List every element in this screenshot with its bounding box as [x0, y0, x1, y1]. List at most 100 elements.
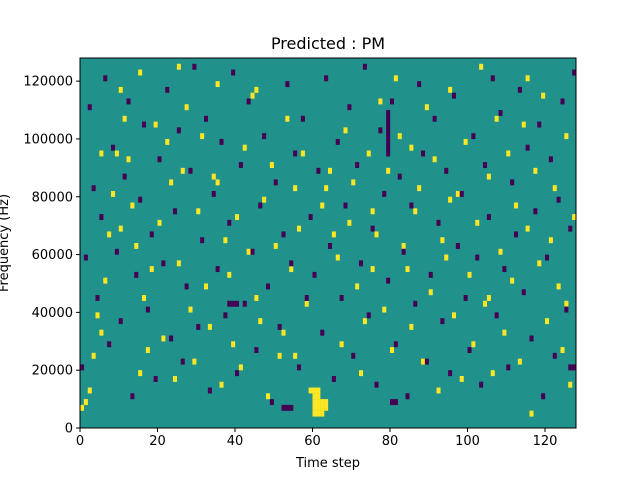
heatmap-cell-high [556, 283, 561, 290]
heatmap-cell-low [502, 266, 507, 273]
heatmap-cell-high [324, 399, 329, 406]
heatmap-cell-low [393, 341, 398, 348]
heatmap-cell-low [386, 121, 391, 128]
heatmap-cell-low [417, 81, 422, 88]
x-tick-label: 20 [149, 434, 166, 449]
heatmap-cell-low [386, 277, 391, 284]
heatmap-cell-high [173, 375, 178, 382]
heatmap-cell-low [355, 162, 360, 168]
heatmap-cell-low [281, 231, 286, 238]
heatmap-cell-high [142, 295, 147, 301]
heatmap-cell-high [564, 300, 569, 307]
heatmap-cell-high [83, 399, 88, 406]
heatmap-cell-high [200, 133, 205, 140]
heatmap-cell-low [514, 231, 519, 238]
heatmap-cell-high [80, 404, 85, 411]
heatmap-cell-high [312, 404, 317, 411]
heatmap-cell-low [351, 352, 356, 359]
plot-frame [79, 57, 577, 429]
heatmap-cell-high [176, 260, 181, 267]
heatmap-cell-high [215, 179, 220, 186]
heatmap-cell-low [324, 75, 329, 82]
heatmap-cell-high [103, 277, 108, 284]
y-axis: 0 20000 40000 60000 80000 100000 120000 [23, 75, 80, 437]
heatmap-cell-low [386, 150, 391, 157]
heatmap-cell-high [471, 341, 476, 348]
heatmap-cell-high [297, 225, 302, 232]
heatmap-cell-high [525, 225, 530, 232]
heatmap-cell-low [293, 150, 298, 157]
heatmap-cell-high [552, 185, 557, 192]
heatmap-cell-high [320, 202, 325, 209]
heatmap-cell-high [262, 196, 267, 203]
heatmap-cell-high [537, 260, 542, 267]
heatmap-cell-high [331, 231, 336, 238]
heatmap-cell-high [432, 156, 437, 163]
heatmap-cell-low [142, 121, 147, 128]
heatmap-cell-low [572, 69, 577, 76]
heatmap-cell-high [390, 347, 395, 353]
heatmap-cell-low [297, 364, 302, 371]
heatmap-cell-low [231, 69, 236, 76]
heatmap-cell-high [300, 150, 305, 157]
heatmap-cell-high [382, 306, 387, 313]
heatmap-cell-low [428, 271, 433, 278]
heatmap-cell-high [316, 393, 321, 400]
heatmap-cell-high [231, 341, 236, 348]
heatmap-cell-high [242, 144, 247, 151]
y-tick-label: 80000 [32, 190, 73, 205]
heatmap-cell-low [568, 364, 573, 371]
heatmap-cell-low [521, 289, 526, 296]
heatmap-cell-low [312, 271, 317, 278]
heatmap-cell-low [386, 133, 391, 140]
heatmap-cell-high [134, 243, 139, 249]
heatmap-cell-low [285, 404, 290, 411]
heatmap-cell-high [196, 208, 201, 215]
heatmap-cell-low [80, 364, 85, 371]
heatmap-cell-high [370, 208, 375, 215]
heatmap-cell-low [304, 295, 309, 301]
heatmap-cell-high [99, 329, 104, 336]
heatmap-cell-low [386, 110, 391, 116]
heatmap-grid [80, 58, 577, 428]
heatmap-cell-low [231, 300, 236, 307]
heatmap-cell-high [320, 410, 325, 417]
heatmap-cell-low [541, 393, 546, 400]
heatmap-cell-high [351, 179, 356, 186]
heatmap-cell-high [463, 138, 468, 145]
heatmap-cell-low [308, 214, 313, 221]
heatmap-cell-low [103, 75, 108, 82]
heatmap-cell-high [444, 254, 449, 261]
heatmap-cell-high [254, 295, 259, 301]
heatmap-cell-low [211, 190, 216, 197]
heatmap-cell-low [490, 75, 495, 82]
heatmap-cell-low [107, 341, 112, 348]
heatmap-cell-low [459, 190, 464, 197]
heatmap-cell-high [281, 329, 286, 336]
heatmap-cell-high [393, 75, 398, 82]
heatmap-cell-low [184, 283, 189, 290]
heatmap-cell-low [548, 156, 553, 163]
heatmap-cell-high [386, 167, 391, 174]
heatmap-cell-low [393, 399, 398, 406]
heatmap-cell-high [161, 335, 166, 342]
heatmap-cell-low [397, 173, 402, 180]
x-tick-label: 100 [455, 434, 480, 449]
heatmap-cell-high [479, 63, 484, 70]
x-tick-label: 120 [533, 434, 558, 449]
y-tick-label: 100000 [23, 132, 73, 147]
heatmap-cell-high [238, 364, 243, 371]
heatmap-cell-high [188, 306, 193, 313]
heatmap-cell-low [386, 127, 391, 134]
heatmap-cell-high [494, 115, 499, 122]
heatmap-cell-high [316, 404, 321, 411]
heatmap-cell-high [320, 404, 325, 411]
heatmap-cell-low [192, 63, 197, 70]
heatmap-cell-high [436, 387, 441, 394]
y-tick-label: 0 [65, 422, 73, 437]
heatmap-cell-low [436, 219, 441, 226]
heatmap-cell-high [204, 283, 209, 290]
heatmap-cell-high [545, 318, 550, 325]
heatmap-cell-low [494, 312, 499, 319]
heatmap-cell-low [262, 133, 267, 140]
